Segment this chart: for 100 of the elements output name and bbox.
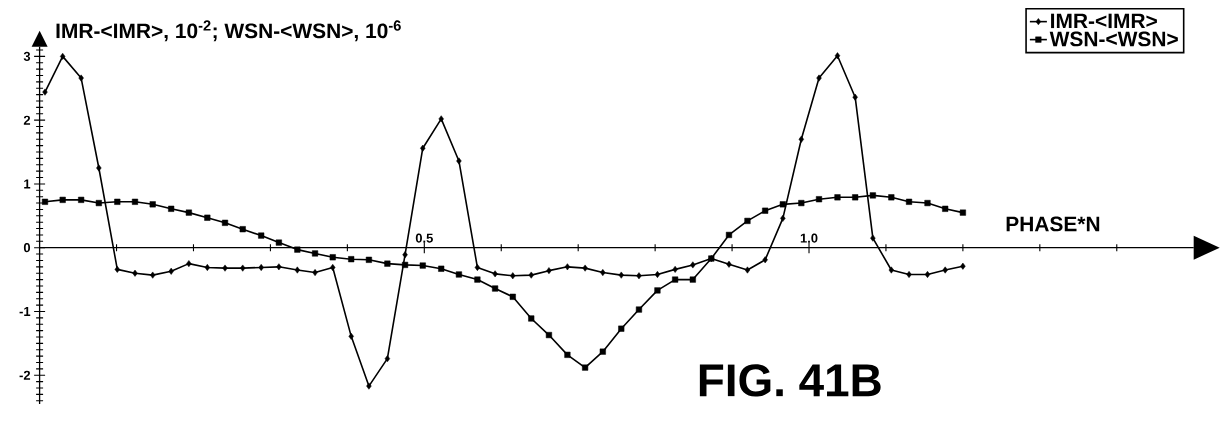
- point: [474, 264, 481, 271]
- point: [528, 315, 535, 322]
- point: [689, 276, 696, 283]
- point: [95, 200, 102, 207]
- point: [330, 264, 336, 271]
- point: [942, 266, 948, 274]
- point: [618, 325, 625, 332]
- point: [582, 364, 589, 371]
- y-tick-label: 2: [23, 115, 31, 125]
- point: [204, 214, 211, 221]
- y-tick-label: 1: [24, 179, 31, 189]
- point: [888, 194, 895, 201]
- point: [599, 348, 606, 355]
- point: [240, 264, 246, 272]
- point: [168, 205, 175, 212]
- point: [329, 254, 336, 261]
- point: [185, 209, 192, 216]
- point: [654, 287, 661, 294]
- point: [942, 205, 949, 212]
- point: [239, 226, 246, 233]
- point: [204, 264, 210, 271]
- legend-label: WSN-<WSN>: [1049, 31, 1178, 47]
- point: [582, 264, 588, 272]
- point: [222, 264, 228, 272]
- point: [762, 256, 768, 264]
- point: [384, 355, 391, 363]
- point: [834, 194, 841, 201]
- y-tick-label: -1: [19, 307, 31, 316]
- y-tick-label: 0: [23, 243, 31, 253]
- point: [312, 250, 319, 257]
- point: [672, 276, 679, 283]
- point: [959, 209, 966, 216]
- point: [924, 200, 931, 207]
- point: [906, 271, 912, 278]
- point: [960, 262, 966, 270]
- y-tick-label: 3: [23, 51, 31, 61]
- point: [492, 285, 499, 292]
- x-axis-title: PHASE*N: [1006, 216, 1100, 232]
- point: [635, 306, 643, 313]
- point: [456, 157, 462, 165]
- point: [41, 198, 49, 205]
- x-tick-label: 1.0: [800, 233, 818, 243]
- point: [870, 234, 876, 242]
- point: [294, 246, 301, 253]
- point: [546, 267, 552, 275]
- point: [402, 261, 409, 268]
- point: [42, 88, 48, 96]
- point: [564, 263, 571, 271]
- point: [438, 265, 445, 272]
- point: [149, 201, 156, 208]
- point: [852, 194, 859, 201]
- point: [725, 231, 733, 238]
- point: [365, 256, 372, 263]
- point: [348, 256, 355, 263]
- point: [600, 269, 606, 277]
- point: [924, 271, 931, 278]
- point: [221, 219, 229, 226]
- point: [78, 74, 84, 82]
- point: [150, 271, 156, 279]
- point: [834, 52, 841, 60]
- point: [690, 261, 696, 269]
- point: [636, 272, 642, 280]
- point: [114, 198, 121, 205]
- point: [60, 52, 66, 60]
- point: [114, 265, 120, 273]
- y-axis-title: IMR-<IMR>, 10$^{-2}$; WSN-<WSN>, 10$^{-6}$: [56, 20, 401, 42]
- point: [455, 271, 462, 278]
- point: [366, 382, 372, 390]
- point: [131, 198, 139, 205]
- point: [419, 262, 426, 269]
- point: [618, 271, 624, 279]
- point: [275, 239, 282, 246]
- point: [258, 232, 265, 239]
- point: [762, 207, 769, 214]
- point: [294, 266, 300, 274]
- y-tick-label: -2: [19, 370, 31, 380]
- point: [654, 271, 661, 278]
- point: [509, 293, 516, 300]
- point: [384, 260, 391, 267]
- point: [168, 267, 174, 275]
- point: [779, 201, 786, 208]
- point: [312, 269, 318, 277]
- point: [744, 266, 751, 274]
- x-tick-label: 0.5: [415, 233, 433, 243]
- point: [545, 332, 552, 339]
- point: [816, 74, 822, 82]
- point: [420, 144, 426, 152]
- point: [780, 214, 786, 222]
- point: [798, 135, 804, 143]
- point: [78, 196, 85, 203]
- point: [96, 164, 102, 172]
- annotation: FIG. 41B: [699, 364, 881, 397]
- point: [815, 196, 823, 203]
- point: [438, 115, 444, 123]
- point: [564, 351, 571, 358]
- point: [888, 266, 894, 274]
- point: [510, 272, 516, 280]
- point: [726, 260, 732, 268]
- point: [276, 263, 282, 271]
- point: [186, 260, 192, 268]
